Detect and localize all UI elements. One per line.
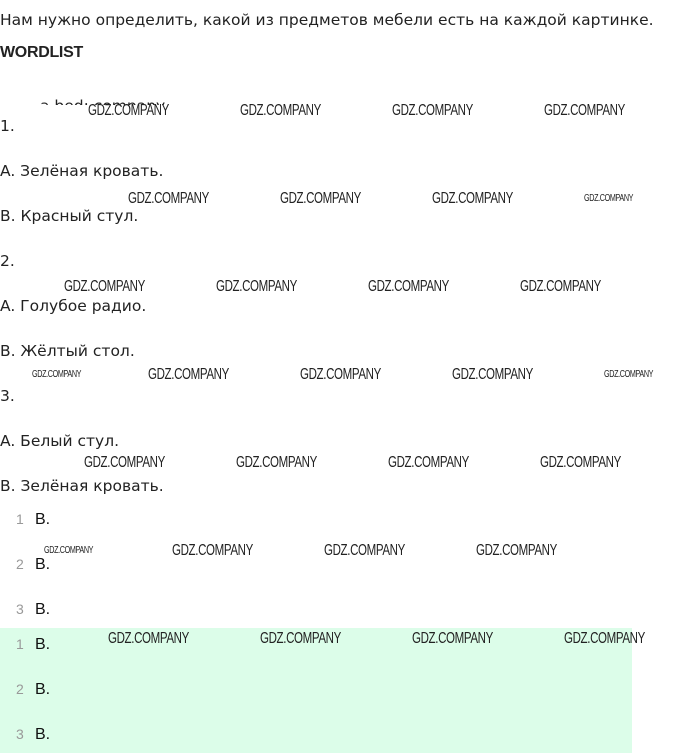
watermark: GDZ.COMPANY [44,545,94,556]
watermark: GDZ.COMPANY [280,190,361,207]
watermark: GDZ.COMPANY [324,542,405,559]
answer-item: 2 B. [16,556,50,574]
option-a: A. Голубое радио. [0,297,147,315]
watermark: GDZ.COMPANY [388,454,469,471]
watermark: GDZ.COMPANY [412,630,493,647]
intro-text: Нам нужно определить, какой из предметов… [0,11,654,29]
watermark: GDZ.COMPANY [216,278,297,295]
watermark: GDZ.COMPANY [148,366,229,383]
watermark: GDZ.COMPANY [32,369,82,380]
answer-value: B. [35,556,51,573]
watermark: GDZ.COMPANY [128,190,209,207]
question-number: 3. [0,387,15,405]
watermark: GDZ.COMPANY [452,366,533,383]
answer-value: B. [35,511,51,528]
watermark: GDZ.COMPANY [604,369,654,380]
answer-number: 1 [16,511,24,527]
answer-item: 1 B. [16,511,50,529]
watermark: GDZ.COMPANY [520,278,601,295]
highlighted-answer-item: 3 B. [16,726,50,744]
watermark: GDZ.COMPANY [584,193,634,204]
watermark: GDZ.COMPANY [260,630,341,647]
highlighted-answer-item: 1 B. [16,636,50,654]
watermark: GDZ.COMPANY [544,102,625,119]
wordlist-heading: WORDLIST [0,44,83,61]
answer-number: 1 [16,636,24,652]
watermark: GDZ.COMPANY [564,630,645,647]
watermark: GDZ.COMPANY [88,102,169,119]
answer-highlight-box [0,628,632,753]
answer-value: B. [35,601,51,618]
answer-number: 3 [16,726,24,742]
option-a: A. Белый стул. [0,432,120,450]
question-number: 2. [0,252,15,270]
option-b: B. Красный стул. [0,207,139,225]
question-number: 1. [0,117,15,135]
watermark: GDZ.COMPANY [540,454,621,471]
option-b: B. Жёлтый стол. [0,342,135,360]
watermark: GDZ.COMPANY [236,454,317,471]
watermark: GDZ.COMPANY [300,366,381,383]
watermark: GDZ.COMPANY [476,542,557,559]
watermark: GDZ.COMPANY [432,190,513,207]
answer-value: B. [35,726,51,743]
watermark: GDZ.COMPANY [64,278,145,295]
answer-item: 3 B. [16,601,50,619]
watermark: GDZ.COMPANY [392,102,473,119]
watermark: GDZ.COMPANY [172,542,253,559]
answer-number: 2 [16,556,24,572]
watermark: GDZ.COMPANY [368,278,449,295]
answer-value: B. [35,681,51,698]
watermark: GDZ.COMPANY [84,454,165,471]
option-a: A. Зелёная кровать. [0,162,164,180]
watermark: GDZ.COMPANY [108,630,189,647]
option-b: B. Зелёная кровать. [0,477,164,495]
watermark: GDZ.COMPANY [240,102,321,119]
highlighted-answer-item: 2 B. [16,681,50,699]
answer-number: 2 [16,681,24,697]
clipped-text: a bed: company [40,96,165,105]
answer-number: 3 [16,601,24,617]
answer-value: B. [35,636,51,653]
